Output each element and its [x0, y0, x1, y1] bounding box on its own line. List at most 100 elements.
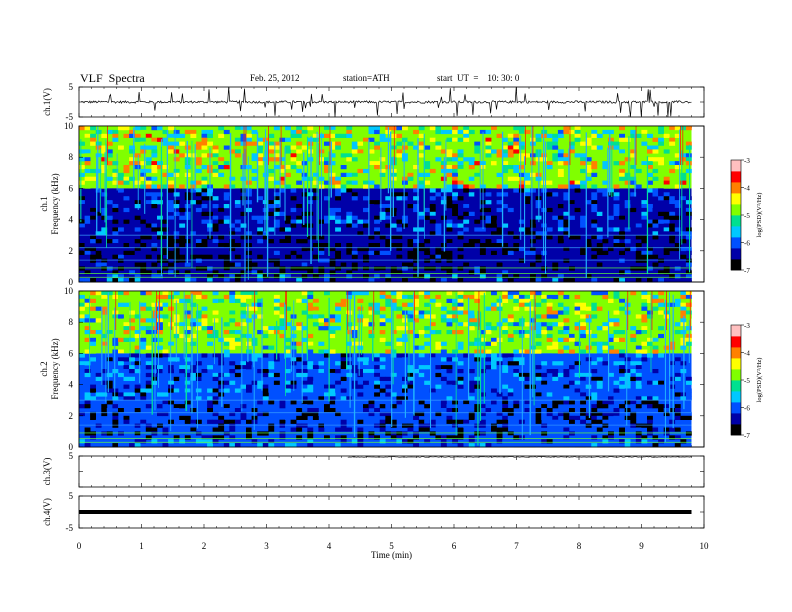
spectrogram-cell — [546, 207, 553, 213]
spectrogram-cell — [413, 361, 419, 366]
spectrogram-cell — [195, 168, 202, 174]
spectrogram-cell — [129, 365, 135, 370]
spectrogram-cell — [157, 126, 163, 131]
spectrogram-cell — [424, 246, 431, 252]
spectrogram-cell — [351, 250, 358, 255]
spectrogram-cell — [363, 361, 369, 366]
spectrogram-cell — [390, 145, 397, 150]
spectrogram-cell — [257, 227, 264, 232]
spectrogram-cell — [173, 211, 180, 216]
spectrogram-cell — [190, 341, 197, 346]
spectrogram-cell — [591, 357, 598, 362]
spectrogram-cell — [557, 161, 564, 166]
spectrogram-cell — [580, 322, 586, 327]
spectrogram-cell — [424, 192, 431, 197]
spectrogram-cell — [312, 415, 319, 420]
spectrogram-cell — [285, 345, 291, 350]
spectrogram-cell — [84, 157, 91, 162]
spectrogram-cell — [301, 365, 308, 370]
spectrogram-cell — [535, 258, 542, 263]
spectrogram-cell — [95, 141, 102, 146]
spectrogram-cell — [190, 380, 197, 385]
spectrogram-cell — [463, 129, 470, 135]
spectrogram-cell — [290, 165, 297, 170]
spectrogram-cell — [530, 396, 536, 401]
spectrogram-cell — [563, 427, 570, 432]
spectrogram-cell — [324, 219, 330, 224]
spectrogram-cell — [229, 380, 236, 385]
spectrogram-cell — [407, 372, 414, 378]
spectrogram-cell — [630, 291, 637, 296]
spectrogram-cell — [524, 423, 531, 428]
spectrogram-cell — [535, 235, 542, 240]
spectrogram-cell — [507, 431, 514, 436]
spectrogram-cell — [246, 243, 252, 248]
spectrogram-cell — [418, 294, 425, 300]
spectrogram-cell — [123, 235, 130, 240]
spectrogram-cell — [630, 165, 637, 170]
spectrogram-cell — [530, 262, 536, 267]
spectrogram-cell — [535, 322, 542, 327]
spectrogram-cell — [563, 250, 570, 255]
spectrogram-cell — [379, 180, 386, 185]
spectrogram-cell — [479, 443, 486, 448]
spectrogram-cell — [474, 341, 481, 346]
spectrogram-cell — [246, 291, 252, 296]
spectrogram-cell — [496, 172, 503, 177]
spectrogram-cell — [307, 365, 314, 370]
spectrogram-cell — [168, 243, 174, 248]
spectrogram-cell — [452, 168, 458, 174]
spectrogram-cell — [452, 392, 458, 397]
spectrogram-cell — [635, 223, 642, 228]
spectrogram-cell — [162, 400, 169, 405]
spectrogram-cell — [207, 341, 213, 346]
spectrogram-cell — [357, 427, 364, 432]
spectrogram-cell — [424, 404, 431, 409]
spectrogram-cell — [446, 258, 453, 263]
spectrogram-cell — [569, 333, 575, 339]
spectrogram-cell — [335, 145, 341, 150]
spectrogram-cell — [530, 188, 536, 193]
spectrogram-cell — [151, 149, 158, 154]
spectrogram-cell — [413, 207, 419, 213]
spectrogram-cell — [663, 176, 670, 181]
spectrogram-cell — [674, 392, 681, 397]
spectrogram-cell — [112, 219, 119, 224]
spectrogram-cell — [641, 141, 648, 146]
spectrogram-cell — [552, 278, 559, 283]
spectrogram-cell — [685, 294, 692, 300]
spectrogram-cell — [374, 192, 380, 197]
y-tick-label: 5 — [69, 491, 74, 501]
spectrogram-cell — [79, 400, 85, 405]
spectrogram-cell — [201, 306, 208, 311]
spectrogram-cell — [251, 129, 258, 135]
spectrogram-cell — [212, 435, 219, 440]
spectrogram-cell — [324, 435, 330, 440]
spectrogram-cell — [290, 180, 297, 185]
spectrogram-cell — [485, 149, 492, 154]
spectrogram-cell — [435, 384, 442, 389]
y-axis-label-channel: ch.1 — [39, 196, 49, 211]
spectrogram-cell — [90, 411, 96, 417]
spectrogram-cell — [218, 415, 225, 420]
spectrogram-cell — [591, 419, 598, 424]
spectrogram-cell — [112, 419, 119, 424]
spectrogram-cell — [507, 278, 514, 283]
spectrogram-cell — [652, 223, 659, 228]
spectrogram-cell — [396, 250, 403, 255]
spectrogram-cell — [201, 133, 208, 138]
spectrogram-cell — [134, 137, 141, 142]
spectrogram-cell — [279, 274, 286, 279]
spectrogram-cell — [346, 243, 353, 248]
spectrogram-cell — [479, 353, 486, 358]
spectrogram-cell — [335, 318, 341, 323]
spectrogram-cell — [79, 243, 85, 248]
colorbar-segment — [731, 182, 741, 194]
spectrogram-cell — [346, 291, 353, 296]
spectrogram-cell — [335, 227, 341, 232]
spectrogram-cell — [240, 310, 247, 315]
spectrogram-cell — [363, 180, 369, 185]
spectrogram-cell — [546, 322, 553, 327]
spectrogram-cell — [669, 165, 676, 170]
spectrogram-cell — [296, 180, 303, 185]
